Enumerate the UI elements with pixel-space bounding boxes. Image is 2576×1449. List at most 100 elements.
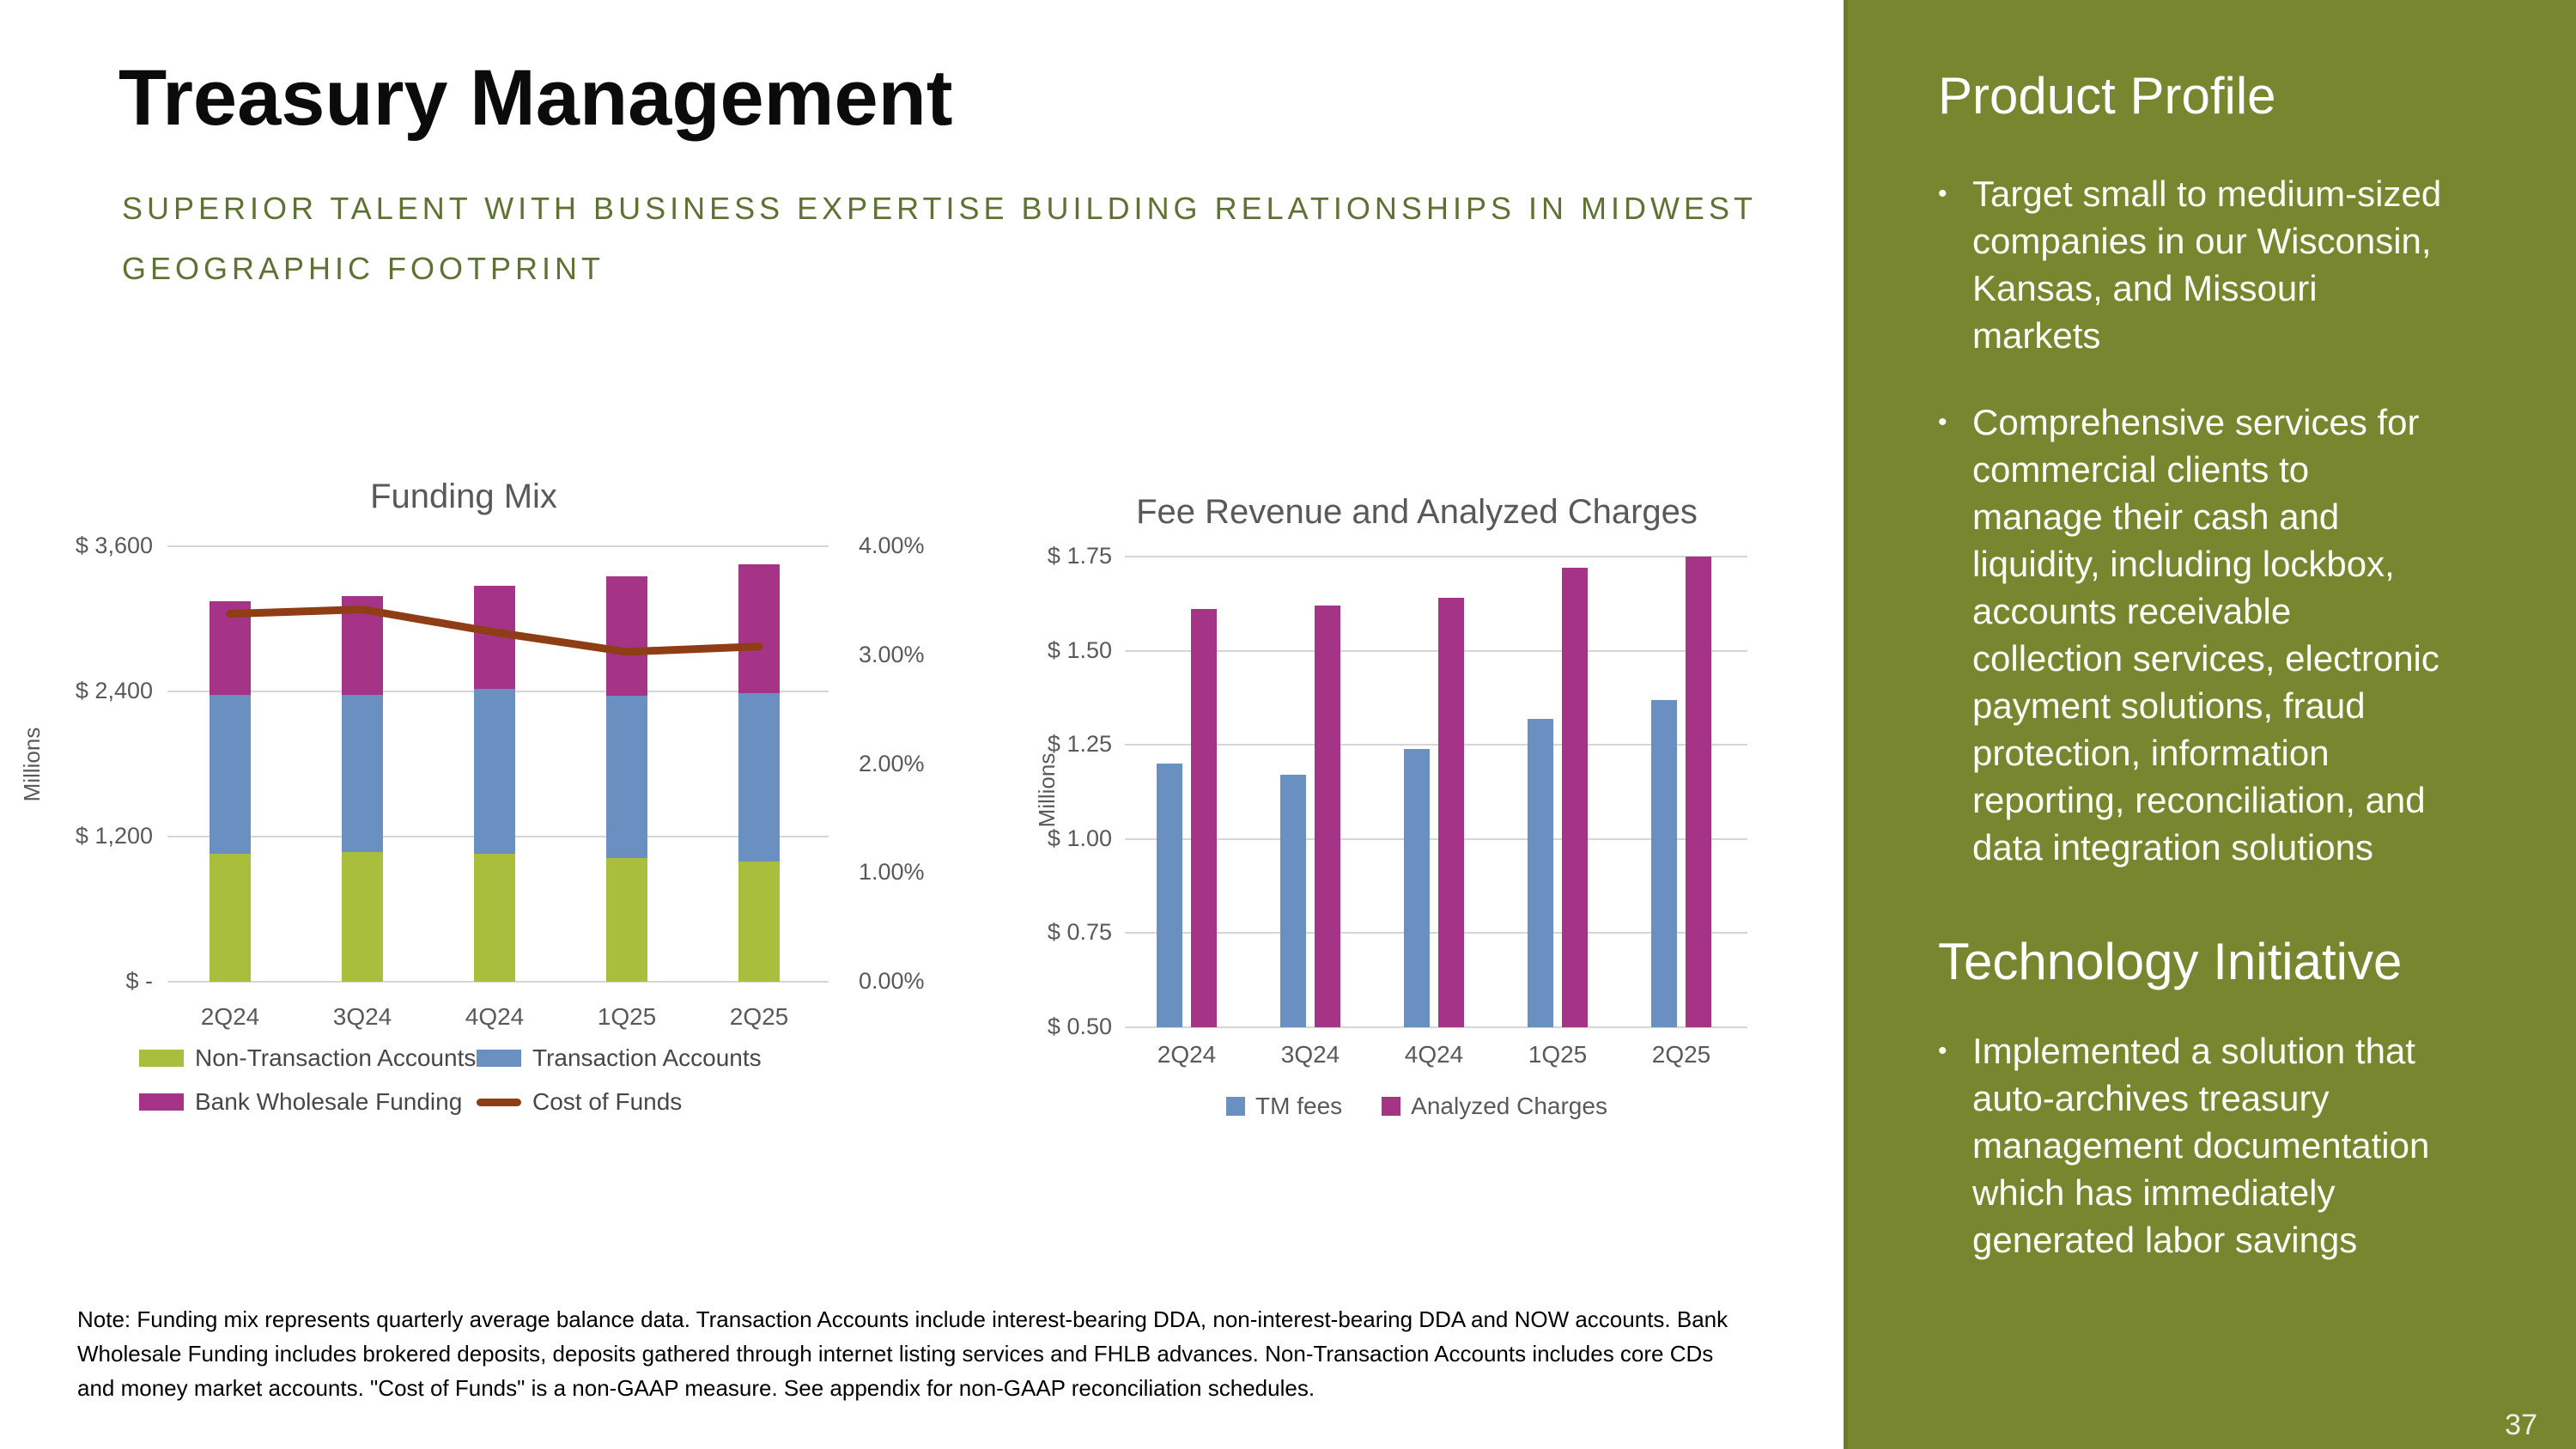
gridline [1125,932,1747,935]
category-label: 1Q25 [597,1003,657,1030]
bar-segment [606,576,647,696]
y-axis-tick-label: $ 0.75 [1047,919,1112,946]
fee-legend: TM fees Analyzed Charges [987,1093,1846,1120]
legend-label: Analyzed Charges [1411,1093,1607,1119]
bullet-text: Comprehensive services for commercial cl… [1972,402,2439,868]
gridline [1125,744,1747,746]
tm-fees-swatch-icon [1226,1097,1246,1116]
category-label: 4Q24 [1404,1041,1464,1068]
bullet-text: Implemented a solution that auto-archive… [1972,1031,2430,1260]
bar-segment [606,857,647,982]
bar-segment [474,585,515,690]
fee-revenue-chart-title: Fee Revenue and Analyzed Charges [1136,493,1698,531]
right-axis-tick-label: 1.00% [859,859,925,886]
category-label: 2Q24 [1157,1041,1217,1068]
bullet-text: Target small to medium-sized companies i… [1972,174,2442,356]
legend-label: Cost of Funds [532,1088,683,1115]
category-label: 3Q24 [1280,1041,1340,1068]
bar [1651,699,1677,1027]
legend-item-transaction: Transaction Accounts [477,1044,762,1072]
bar-segment [738,861,780,982]
legend-item-tm-fees: TM fees [1226,1093,1342,1120]
category-label: 2Q25 [729,1003,789,1030]
funding-mix-chart-title: Funding Mix [370,478,557,515]
bar [1438,598,1464,1027]
category-label: 2Q24 [200,1003,260,1030]
bar-segment [342,851,383,982]
bar-segment [342,694,383,852]
bar [1562,568,1588,1027]
bank-wholesale-swatch-icon [139,1093,184,1111]
cost-of-funds-line-swatch-icon [477,1098,521,1106]
bullet-item: • Comprehensive services for commercial … [1938,399,2447,871]
legend-item-bank-wholesale: Bank Wholesale Funding [139,1088,462,1116]
category-label: 3Q24 [332,1003,392,1030]
bar [1157,764,1182,1027]
right-axis-tick-label: 0.00% [859,968,925,994]
page-number: 37 [2505,1409,2537,1441]
bullet-item: • Target small to medium-sized companies… [1938,170,2447,359]
bar-segment [738,564,780,694]
fee-revenue-chart: Fee Revenue and Analyzed Charges Million… [987,481,1846,1160]
bar-segment [210,694,251,854]
funding-mix-chart: Funding Mix Millions $ 3,600 $ 2,400 $ 1,2… [0,464,927,1160]
bar-segment [474,854,515,982]
right-axis-tick-label: 3.00% [859,641,925,667]
bar-segment [210,853,251,982]
right-axis-tick-label: 4.00% [859,533,925,558]
bar [1528,718,1553,1027]
left-axis-tick-label: $ 2,400 [75,678,153,703]
transaction-swatch-icon [477,1050,521,1067]
category-label: 2Q25 [1651,1041,1711,1068]
analyzed-charges-swatch-icon [1382,1097,1401,1116]
bar-segment [474,689,515,855]
y-axis-tick-label: $ 1.00 [1047,825,1112,851]
funding-y-axis-title: Millions [19,727,45,802]
bar [1404,748,1430,1027]
non-transaction-swatch-icon [139,1050,184,1067]
bar [1280,775,1306,1027]
legend-item-analyzed-charges: Analyzed Charges [1382,1093,1607,1120]
gridline [1125,556,1747,557]
subtitle-line-1: SUPERIOR TALENT WITH BUSINESS EXPERTISE … [122,191,1757,226]
legend-label: Non-Transaction Accounts [195,1044,477,1071]
page-title: Treasury Management [118,54,953,142]
left-axis-tick-label: $ 1,200 [75,823,153,849]
product-profile-bullets: • Target small to medium-sized companies… [1938,170,2447,871]
bar-segment [606,695,647,858]
subtitle-line-2: GEOGRAPHIC FOOTPRINT [122,251,605,286]
gridline [1125,837,1747,840]
category-label: 1Q25 [1528,1041,1588,1068]
sidebar: Product Profile • Target small to medium… [1844,0,2576,1449]
bar-segment [210,601,251,695]
sidebar-heading-technology-initiative: Technology Initiative [1938,933,2403,990]
legend-label: Transaction Accounts [532,1044,762,1071]
category-label: 4Q24 [465,1003,525,1030]
legend-label: TM fees [1255,1093,1343,1119]
y-axis-tick-label: $ 1.50 [1047,636,1112,663]
legend-item-cost-of-funds: Cost of Funds [477,1088,682,1116]
technology-initiative-bullets: • Implemented a solution that auto-archi… [1938,1027,2447,1263]
y-axis-tick-label: $ 1.75 [1047,543,1112,569]
footnote: Note: Funding mix represents quarterly a… [77,1306,1728,1401]
bar [1315,605,1340,1027]
bullet-dot-icon: • [1938,408,1947,436]
bar-segment [738,693,780,861]
bullet-dot-icon: • [1938,1037,1947,1065]
bar-segment [342,596,383,695]
legend-label: Bank Wholesale Funding [195,1088,463,1115]
y-axis-tick-label: $ 1.25 [1047,731,1112,758]
bar [1191,609,1217,1027]
right-axis-tick-label: 2.00% [859,750,925,776]
gridline [167,545,829,547]
gridline [1125,1026,1747,1028]
y-axis-tick-label: $ 0.50 [1047,1014,1112,1039]
gridline [167,981,829,983]
gridline [1125,649,1747,652]
sidebar-heading-product-profile: Product Profile [1938,67,2276,125]
left-axis-tick-label: $ 3,600 [75,533,153,558]
bullet-dot-icon: • [1938,180,1947,208]
bullet-item: • Implemented a solution that auto-archi… [1938,1027,2447,1263]
legend-item-non-transaction: Non-Transaction Accounts [139,1044,476,1072]
